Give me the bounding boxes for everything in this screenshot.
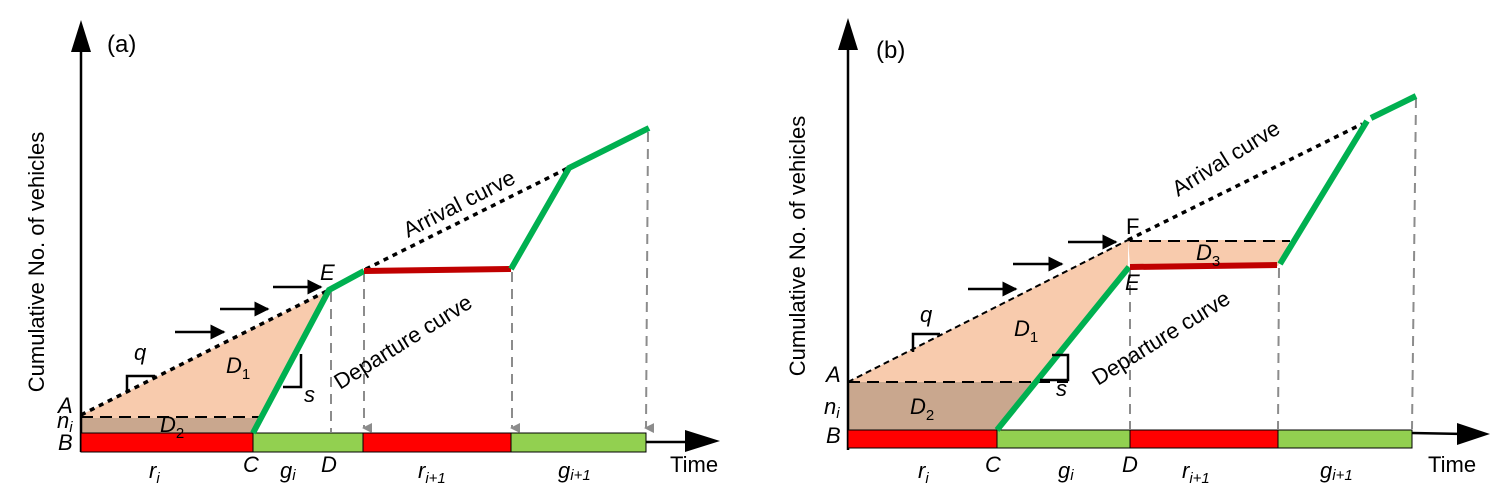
area-d2-label: D2 [160,412,184,442]
phase-label-r-i1: ri+1 [1182,458,1210,487]
slope-s-marker [283,354,303,389]
panel-title: (a) [107,31,136,58]
phase-label-r-i: ri [149,458,160,487]
slope-q-marker [911,332,940,352]
point-f-label: F [1126,214,1139,239]
departure-curve-red [1129,262,1278,270]
point-b-label: B [826,423,841,448]
phase-label-r-i: ri [918,458,929,487]
phase-label-g-i1: gi+1 [1320,458,1353,484]
arrival-curve [80,166,569,417]
ni-label: ni [824,394,840,422]
departure-curve-green-2 [508,125,651,271]
area-d1 [81,290,329,418]
panel-title: (b) [876,37,905,64]
x-axis-title: Time [670,452,718,477]
departure-curve-green-2 [1277,119,1370,266]
phase-label-g-i: gi [280,458,296,484]
guide-line-end [644,131,655,434]
x-axis-title: Time [1428,452,1476,477]
departure-curve-label: Departure curve [329,289,476,394]
y-axis-title: Cumulative No. of vehicles [24,132,49,392]
phase-bar-r-i1 [362,432,512,453]
area-d1-label: D1 [226,353,250,383]
phase-label-g-i1: gi+1 [558,458,591,484]
slope-s-label: s [304,382,315,407]
y-axis-arrow-icon [71,20,91,52]
point-e-label: E [1125,270,1140,295]
slope-q-label: q [920,302,933,327]
point-a-label: A [56,393,73,418]
point-c-label: C [985,452,1001,477]
arrival-curve [1127,122,1363,242]
phase-label-g-i: gi [1058,458,1074,484]
phase-bar-r-i1 [1129,429,1279,449]
arrival-curve-label: Arrival curve [1167,115,1284,201]
ni-label: ni [57,408,73,436]
guide-line-r-i1 [1277,267,1280,430]
area-d2-label: D2 [910,394,934,424]
area-d1-label: D1 [1014,316,1038,346]
departure-curve-green-1 [994,265,1132,432]
point-d-label: D [321,452,337,477]
area-d3 [1128,240,1290,266]
phase-label-r-i1: ri+1 [418,458,446,487]
arrival-curve [847,239,1129,383]
panel-b: (b) Cumulative No. of vehicles Time A B … [785,18,1490,487]
area-d1 [848,240,1130,382]
point-e-label: E [320,260,335,285]
guide-line-end [1411,97,1417,430]
point-a-label: A [824,362,841,387]
area-d3-label: D3 [1196,240,1220,270]
x-axis-arrow-icon [685,430,720,452]
phase-bar-r-i [847,429,998,449]
slope-q-label: q [134,340,147,365]
y-axis-arrow-icon [838,18,858,50]
departure-curve-green-1 [250,268,366,435]
departure-curve-green-3 [1369,93,1418,121]
panel-a: (a) Cumulative No. of vehicles Time A B … [24,20,720,487]
phase-bar-g-i1 [1277,429,1413,449]
phase-bar-g-i [252,432,364,453]
slope-s-marker [1040,353,1070,382]
arrival-curve-label: Arrival curve [399,165,519,243]
departure-curve-label: Departure curve [1087,285,1234,390]
slope-q-marker [125,374,155,392]
y-axis-title: Cumulative No. of vehicles [785,116,810,376]
point-b-label: B [58,430,73,455]
phase-bar-g-i1 [510,432,647,453]
area-d2 [848,382,1035,430]
point-d-label: D [1122,452,1138,477]
slope-s-label: s [1056,376,1067,401]
point-c-label: C [243,452,259,477]
departure-curve-red [363,266,512,274]
phase-bar-g-i [996,429,1131,449]
area-d2 [81,418,261,433]
x-axis-arrow-icon [1457,423,1490,445]
x-axis [1411,431,1466,436]
